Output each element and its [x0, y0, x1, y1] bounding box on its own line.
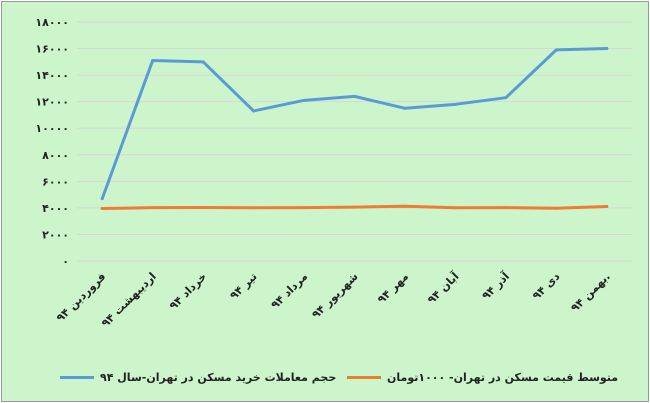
data-point	[353, 94, 356, 98]
y-tick-label: ۱۰۰۰۰	[35, 122, 69, 135]
data-point	[453, 102, 457, 106]
data-point	[403, 106, 407, 110]
data-point	[554, 48, 558, 52]
x-tick-label: مهر ۹۴	[375, 270, 411, 306]
data-point	[151, 206, 155, 210]
data-point	[201, 60, 205, 64]
legend: حجم معاملات خرید مسکن در تهران-سال ۹۴ مت…	[42, 366, 618, 388]
data-point	[100, 197, 104, 201]
x-tick-label: آبان ۹۴	[424, 269, 461, 306]
y-tick-label: ۶۰۰۰	[42, 175, 69, 188]
y-tick-label: ۲۰۰۰	[42, 228, 69, 241]
data-point	[504, 96, 508, 100]
data-point	[605, 47, 609, 51]
data-point	[252, 109, 256, 113]
x-tick-label: خرداد ۹۴	[167, 270, 210, 313]
data-point	[605, 205, 609, 209]
data-point	[302, 206, 306, 210]
y-tick-label: ۱۸۰۰۰	[35, 16, 69, 29]
series-lines	[100, 47, 609, 211]
data-point	[100, 207, 104, 211]
legend-label-price: متوسط قیمت مسکن در تهران- ۱۰۰۰تومان	[387, 370, 619, 384]
y-tick-label: ۰	[62, 255, 69, 268]
legend-swatch-price	[347, 375, 381, 379]
data-point	[302, 98, 306, 102]
data-point	[353, 205, 356, 209]
x-tick-label: مرداد ۹۴	[268, 270, 310, 312]
y-tick-label: ۱۲۰۰۰	[35, 96, 69, 109]
x-tick-label: فروردین ۹۴	[54, 270, 109, 325]
legend-swatch-volume	[60, 375, 94, 379]
y-tick-label: ۸۰۰۰	[42, 149, 69, 162]
data-point	[252, 206, 256, 210]
data-point	[554, 206, 558, 210]
x-tick-label: دی ۹۴	[530, 270, 563, 303]
x-tick-label: بهمن ۹۴.	[568, 270, 613, 315]
x-tick-label: آذر ۹۴	[479, 269, 512, 302]
data-point	[201, 205, 205, 209]
y-tick-label: ۱۶۰۰۰	[35, 43, 69, 56]
data-point	[151, 59, 155, 63]
y-axis-ticks: ۰ ۲۰۰۰ ۴۰۰۰ ۶۰۰۰ ۸۰۰۰ ۱۰۰۰۰ ۱۲۰۰۰ ۱۴۰۰۰ ۱۶۰۰۰ ۱۸۰…	[35, 16, 69, 268]
y-tick-label: ۴۰۰۰	[42, 202, 69, 215]
legend-item-volume: حجم معاملات خرید مسکن در تهران-سال ۹۴	[60, 366, 336, 388]
y-tick-label: ۱۴۰۰۰	[35, 69, 69, 82]
data-point	[403, 204, 407, 208]
data-point	[504, 206, 508, 210]
series-line-volume	[100, 47, 609, 201]
data-point	[453, 206, 457, 210]
x-tick-label: شهریور ۹۴	[309, 270, 360, 321]
legend-label-volume: حجم معاملات خرید مسکن در تهران-سال ۹۴	[100, 370, 337, 384]
legend-item-price: متوسط قیمت مسکن در تهران- ۱۰۰۰تومان	[347, 366, 618, 388]
x-tick-label: تیر ۹۴	[227, 270, 259, 302]
